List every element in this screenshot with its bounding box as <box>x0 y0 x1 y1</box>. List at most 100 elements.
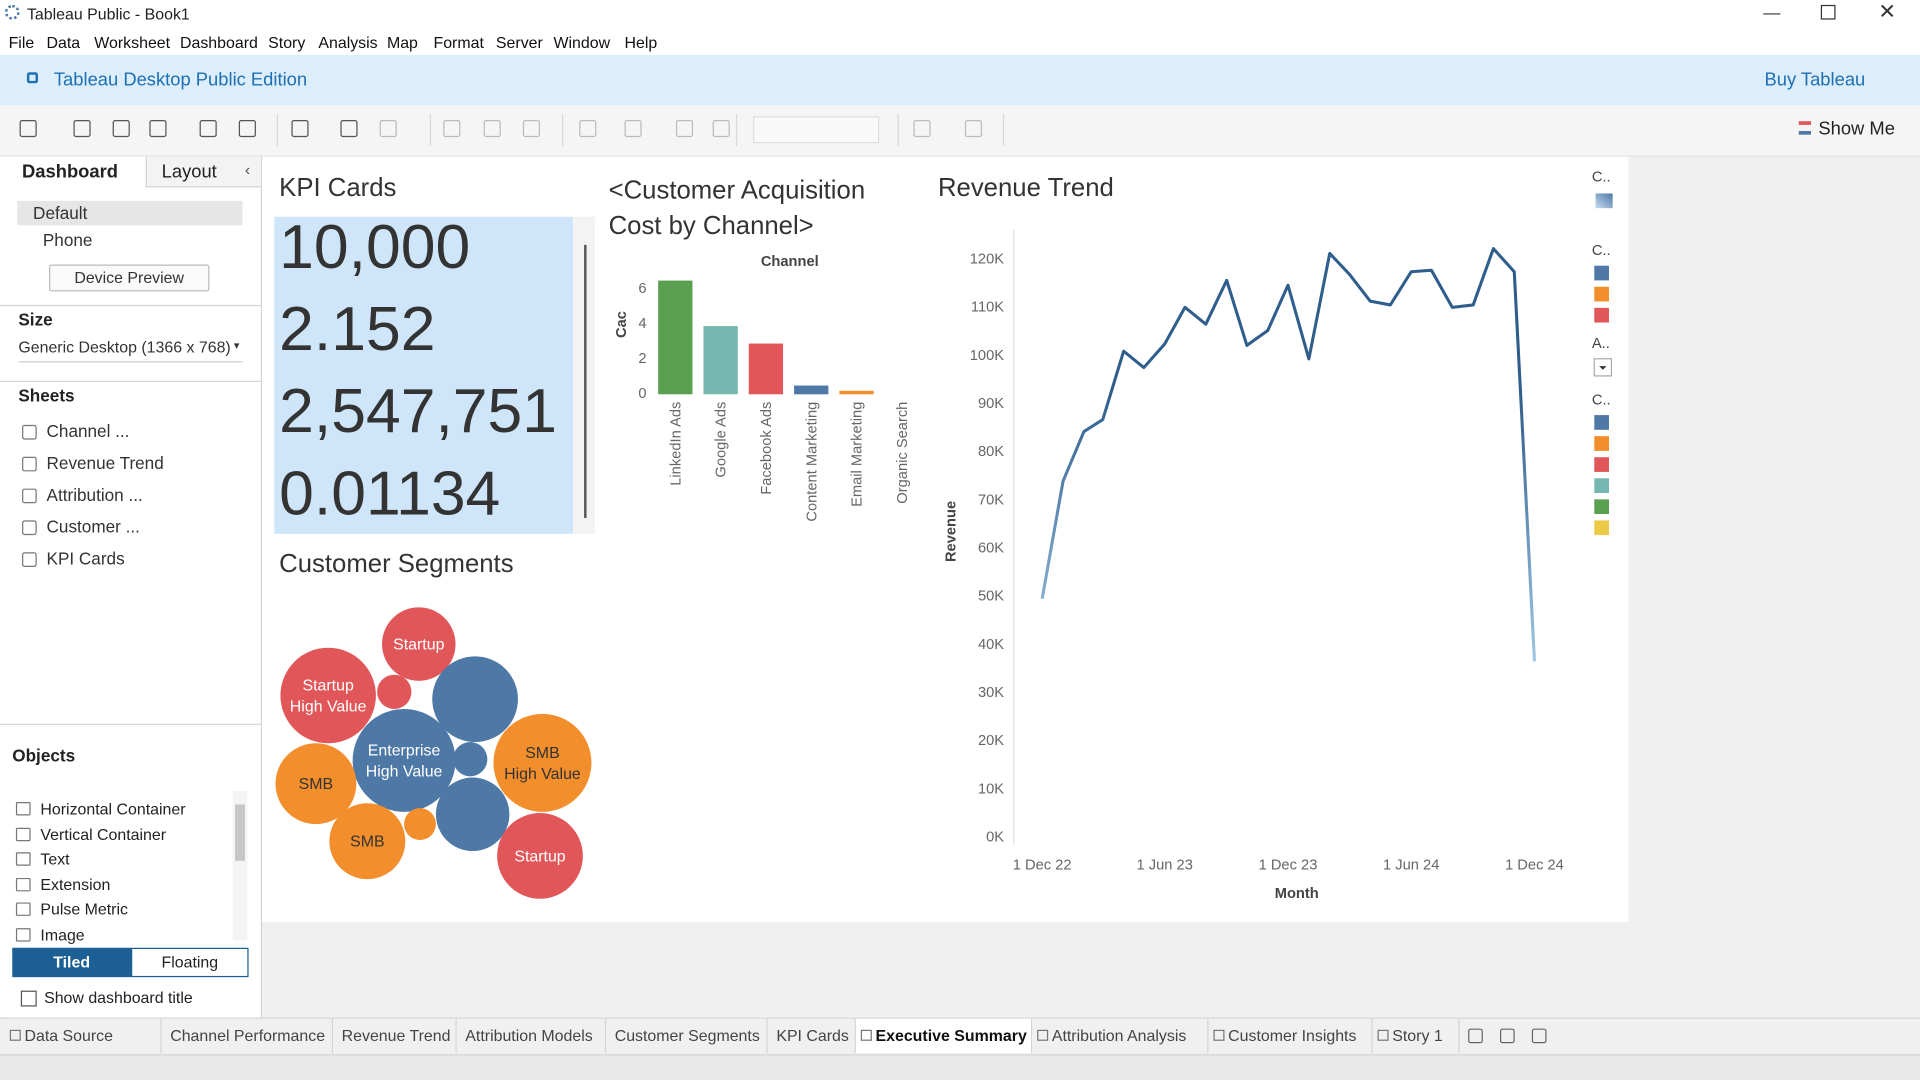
toolbar-button[interactable] <box>238 120 256 138</box>
y-tick-label: 20K <box>978 733 1004 749</box>
sheet-item[interactable]: Customer ... <box>46 516 140 537</box>
toolbar-separator <box>735 113 738 146</box>
sheet-tab-label[interactable]: Channel Performance <box>170 1026 326 1045</box>
layout-mode-tiled[interactable]: Tiled <box>12 947 132 978</box>
toolbar-button[interactable] <box>291 120 309 138</box>
menu-item[interactable]: File <box>8 33 35 52</box>
object-item[interactable]: Vertical Container <box>40 824 167 844</box>
panel-tab-label[interactable]: Layout <box>161 161 217 183</box>
new-sheet-button[interactable] <box>1468 1028 1483 1044</box>
toolbar-button[interactable] <box>199 120 217 138</box>
toolbar-button[interactable] <box>73 120 91 138</box>
kpi-scrollbar[interactable] <box>584 244 587 518</box>
sheet-item[interactable]: KPI Cards <box>46 548 125 569</box>
y-tick-label: 10K <box>978 781 1004 797</box>
sheet-tab[interactable] <box>1208 1018 1373 1054</box>
menu-item[interactable]: Help <box>624 33 658 52</box>
device-preview-button[interactable]: Device Preview <box>48 264 210 292</box>
checkbox[interactable] <box>20 990 37 1007</box>
y-tick-label: 110K <box>971 300 1004 316</box>
marks-dropdown[interactable] <box>753 116 880 144</box>
toolbar-button[interactable] <box>522 120 540 138</box>
new-sheet-button[interactable] <box>1531 1028 1547 1044</box>
collapse-arrow[interactable]: ‹ <box>244 160 251 179</box>
sheet-tab[interactable] <box>606 1018 768 1054</box>
device-item[interactable]: Phone <box>42 230 93 250</box>
device-item[interactable]: Default <box>33 203 88 223</box>
bar <box>748 343 784 395</box>
panel-tab[interactable] <box>145 156 261 188</box>
toolbar-button[interactable] <box>712 120 730 138</box>
sheet-tab[interactable] <box>333 1018 457 1054</box>
sheet-tab-label[interactable]: Story 1 <box>1392 1026 1443 1045</box>
object-item[interactable]: Pulse Metric <box>40 900 128 919</box>
menu-item[interactable]: Format <box>433 33 484 52</box>
layout-mode-floating[interactable]: Floating <box>131 947 249 978</box>
size-dropdown[interactable]: Generic Desktop (1366 x 768) <box>18 337 231 357</box>
sheet-tab-label[interactable]: Attribution Analysis <box>1051 1026 1187 1045</box>
toolbar-button[interactable] <box>579 120 597 138</box>
legend-title: C.. <box>1592 392 1611 408</box>
sheet-tab-icon <box>1213 1029 1225 1041</box>
menu-item[interactable]: Window <box>553 33 611 52</box>
toolbar-button[interactable] <box>340 120 358 138</box>
object-item[interactable]: Horizontal Container <box>40 799 186 818</box>
object-item[interactable]: Extension <box>40 874 111 894</box>
sheet-tab[interactable] <box>1032 1018 1209 1054</box>
checkbox-label[interactable]: Show dashboard title <box>44 988 193 1007</box>
sheet-tab-label[interactable]: Data Source <box>24 1026 113 1045</box>
toolbar-button[interactable] <box>112 120 130 138</box>
sheet-item[interactable]: Attribution ... <box>46 484 143 505</box>
legend-gradient <box>1595 193 1613 209</box>
object-item[interactable]: Text <box>40 849 70 869</box>
sheet-tab[interactable] <box>1372 1018 1460 1054</box>
device-selected[interactable] <box>17 200 243 226</box>
scrollbar-thumb[interactable] <box>235 804 245 861</box>
menu-item[interactable]: Analysis <box>318 33 378 52</box>
toolbar-button[interactable] <box>483 120 501 138</box>
sheet-tab-icon <box>1377 1029 1389 1041</box>
sheet-tab[interactable] <box>767 1018 856 1054</box>
sheet-tab[interactable] <box>161 1018 334 1054</box>
sheet-tab-label[interactable]: KPI Cards <box>776 1026 849 1045</box>
kpi-card[interactable] <box>274 216 574 534</box>
toolbar-button[interactable] <box>964 120 983 138</box>
restore-button[interactable] <box>1820 4 1836 20</box>
menu-item[interactable]: Map <box>386 33 418 52</box>
menu-item[interactable]: Story <box>268 33 306 52</box>
menu-item[interactable]: Data <box>46 33 81 52</box>
panel-tab-active[interactable] <box>0 156 145 190</box>
close-button[interactable]: ✕ <box>1878 0 1896 24</box>
sheet-tab-icon <box>860 1029 872 1041</box>
menu-item[interactable]: Server <box>495 33 543 52</box>
sheet-tab[interactable] <box>855 1018 1033 1054</box>
y-tick-label: 0 <box>638 386 646 402</box>
sheet-item[interactable]: Channel ... <box>46 421 130 441</box>
kpi-value: 2,547,751 <box>279 375 558 446</box>
sheet-tab-label[interactable]: Executive Summary <box>875 1026 1027 1045</box>
sheet-tab-label[interactable]: Revenue Trend <box>341 1026 451 1045</box>
panel-tab-label[interactable]: Dashboard <box>22 161 118 183</box>
sheet-tab[interactable] <box>456 1018 607 1054</box>
sheet-tab-label[interactable]: Attribution Models <box>465 1026 593 1045</box>
toolbar-button[interactable] <box>19 120 37 138</box>
toolbar-button[interactable] <box>443 120 461 138</box>
toolbar-button[interactable] <box>149 120 167 138</box>
menu-item[interactable]: Dashboard <box>180 33 258 52</box>
menu-item[interactable]: Worksheet <box>94 33 171 52</box>
x-tick-label: 1 Dec 23 <box>1259 858 1318 874</box>
toolbar-button[interactable] <box>675 120 694 138</box>
sheet-tab[interactable] <box>4 1018 162 1054</box>
sheet-tab-label[interactable]: Customer Segments <box>614 1026 760 1045</box>
minimize-button[interactable]: — <box>1763 2 1781 23</box>
new-sheet-button[interactable] <box>1500 1028 1515 1044</box>
toolbar-button[interactable] <box>913 120 931 138</box>
sheet-tab-label[interactable]: Customer Insights <box>1228 1026 1357 1045</box>
show-me-button[interactable]: Show Me <box>1818 118 1895 140</box>
object-item[interactable]: Image <box>40 925 85 944</box>
toolbar-button[interactable] <box>379 120 397 138</box>
sheet-item[interactable]: Revenue Trend <box>46 453 164 473</box>
toolbar-button[interactable] <box>624 120 642 138</box>
dropdown-arrow[interactable]: ▾ <box>233 339 240 352</box>
buy-link[interactable]: Buy Tableau <box>1764 69 1866 91</box>
